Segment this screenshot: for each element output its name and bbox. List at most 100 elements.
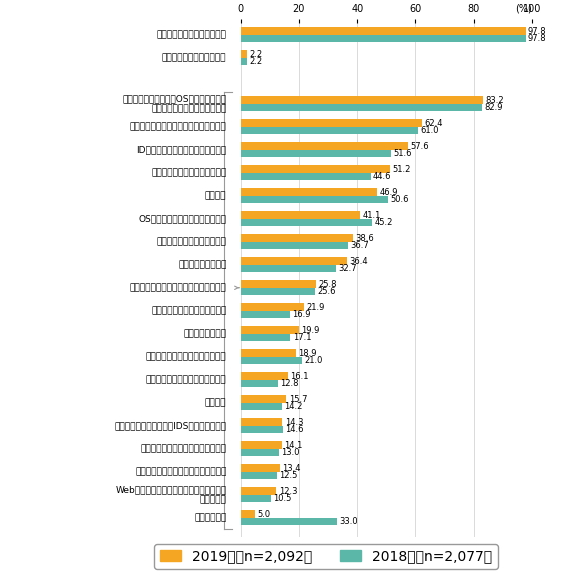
Text: 41.1: 41.1 bbox=[363, 211, 381, 220]
Text: 82.9: 82.9 bbox=[484, 103, 503, 112]
Text: 14.3: 14.3 bbox=[285, 418, 303, 426]
Bar bbox=[241, 120, 422, 127]
Bar bbox=[241, 304, 305, 311]
Text: セキュリティ監査: セキュリティ監査 bbox=[183, 329, 226, 338]
Text: 50.6: 50.6 bbox=[391, 195, 409, 204]
Text: 18.9: 18.9 bbox=[298, 349, 316, 357]
Text: 13.4: 13.4 bbox=[282, 464, 301, 472]
Bar bbox=[241, 234, 353, 242]
Text: 19.9: 19.9 bbox=[301, 326, 319, 335]
Bar bbox=[241, 288, 315, 295]
Text: 33.0: 33.0 bbox=[339, 517, 358, 526]
Bar bbox=[241, 50, 247, 58]
Text: Webアプリケーションファイアウォールの
設置・導入: Webアプリケーションファイアウォールの 設置・導入 bbox=[115, 485, 226, 505]
Text: プロキシ（代理サーバ）等の利用: プロキシ（代理サーバ）等の利用 bbox=[146, 352, 226, 361]
Bar bbox=[241, 173, 371, 180]
Text: 15.7: 15.7 bbox=[289, 395, 307, 404]
Bar bbox=[241, 311, 290, 318]
Bar bbox=[241, 357, 302, 364]
Bar bbox=[241, 403, 282, 410]
Text: 51.6: 51.6 bbox=[393, 149, 412, 158]
Text: 14.2: 14.2 bbox=[284, 402, 303, 411]
Bar bbox=[241, 380, 278, 387]
Bar bbox=[241, 258, 347, 265]
Bar bbox=[241, 96, 483, 104]
Text: サーバにウイルス対策プログラムを導入: サーバにウイルス対策プログラムを導入 bbox=[130, 122, 226, 131]
Text: アクセスログの記録: アクセスログの記録 bbox=[178, 260, 226, 269]
Text: 57.6: 57.6 bbox=[411, 142, 430, 151]
Text: (%): (%) bbox=[515, 3, 532, 13]
Text: 不正侵入検知システム（IDS）の設置・導入: 不正侵入検知システム（IDS）の設置・導入 bbox=[114, 421, 226, 430]
Bar bbox=[241, 488, 276, 495]
Text: 16.9: 16.9 bbox=[292, 310, 311, 319]
Bar bbox=[241, 280, 316, 288]
Bar bbox=[241, 510, 255, 518]
Text: 14.1: 14.1 bbox=[284, 440, 302, 450]
Text: 12.8: 12.8 bbox=[280, 379, 299, 388]
Text: 外部接続の際にウイルスウォールを構築: 外部接続の際にウイルスウォールを構築 bbox=[130, 283, 226, 293]
Text: 36.4: 36.4 bbox=[349, 256, 368, 266]
Text: ファイアウォールの設置・導入: ファイアウォールの設置・導入 bbox=[151, 168, 226, 178]
Text: 61.0: 61.0 bbox=[421, 126, 439, 135]
Bar bbox=[241, 150, 391, 157]
Legend: 2019年（n=2,092）, 2018年（n=2,077）: 2019年（n=2,092）, 2018年（n=2,077） bbox=[155, 544, 498, 569]
Text: 何らかの対策を実施している: 何らかの対策を実施している bbox=[157, 30, 226, 39]
Text: 回線監視: 回線監視 bbox=[205, 398, 226, 407]
Text: 17.1: 17.1 bbox=[293, 333, 311, 342]
Text: 14.6: 14.6 bbox=[285, 425, 304, 434]
Text: 21.9: 21.9 bbox=[307, 303, 325, 312]
Text: 38.6: 38.6 bbox=[355, 234, 374, 242]
Text: 25.6: 25.6 bbox=[318, 287, 336, 296]
Text: 10.5: 10.5 bbox=[273, 494, 292, 503]
Text: その他の対策: その他の対策 bbox=[194, 513, 226, 522]
Bar bbox=[241, 426, 283, 433]
Text: 51.2: 51.2 bbox=[392, 165, 410, 173]
Text: データやネットワークの暗号化: データやネットワークの暗号化 bbox=[151, 306, 226, 315]
Text: 97.8: 97.8 bbox=[528, 34, 547, 43]
Bar bbox=[241, 142, 409, 150]
Bar bbox=[241, 265, 336, 272]
Text: 36.7: 36.7 bbox=[350, 241, 368, 250]
Bar bbox=[241, 219, 372, 226]
Bar bbox=[241, 349, 295, 357]
Text: 社員教育: 社員教育 bbox=[205, 192, 226, 200]
Bar bbox=[241, 495, 271, 502]
Text: 特に対策を実施していない: 特に対策を実施していない bbox=[162, 53, 226, 62]
Bar bbox=[241, 464, 280, 472]
Text: OSへのセキュリティパッチの導入: OSへのセキュリティパッチの導入 bbox=[139, 214, 226, 223]
Text: 46.9: 46.9 bbox=[380, 187, 398, 197]
Text: セキュリティポリシーの策定: セキュリティポリシーの策定 bbox=[157, 237, 226, 246]
Bar bbox=[241, 449, 278, 456]
Bar bbox=[241, 35, 526, 42]
Bar bbox=[241, 211, 361, 219]
Bar bbox=[241, 518, 337, 525]
Text: 認証技術の導入による利用者確認: 認証技術の導入による利用者確認 bbox=[146, 376, 226, 384]
Text: セキュリティ管理のアウトソーシング: セキュリティ管理のアウトソーシング bbox=[135, 467, 226, 476]
Text: 13.0: 13.0 bbox=[281, 448, 299, 457]
Text: 12.5: 12.5 bbox=[280, 471, 298, 480]
Text: 45.2: 45.2 bbox=[375, 218, 393, 227]
Bar bbox=[241, 442, 282, 449]
Text: 62.4: 62.4 bbox=[425, 119, 443, 128]
Bar bbox=[241, 58, 247, 65]
Bar bbox=[241, 165, 390, 173]
Bar bbox=[241, 242, 348, 249]
Bar bbox=[241, 472, 277, 479]
Text: 44.6: 44.6 bbox=[373, 172, 392, 181]
Text: ID、パスワードによるアクセス制御: ID、パスワードによるアクセス制御 bbox=[136, 145, 226, 154]
Bar bbox=[241, 395, 286, 403]
Text: 12.3: 12.3 bbox=[279, 486, 297, 496]
Bar bbox=[241, 334, 290, 341]
Text: 5.0: 5.0 bbox=[258, 510, 271, 519]
Bar bbox=[241, 27, 526, 35]
Bar bbox=[241, 373, 288, 380]
Text: パソコンなどの端末（OS、ソフト等）に
ウイルス対策プログラムを導入: パソコンなどの端末（OS、ソフト等）に ウイルス対策プログラムを導入 bbox=[122, 94, 226, 113]
Text: 25.8: 25.8 bbox=[318, 280, 337, 288]
Text: 2.2: 2.2 bbox=[250, 57, 263, 66]
Bar bbox=[241, 189, 378, 196]
Text: 83.2: 83.2 bbox=[486, 96, 504, 105]
Bar bbox=[241, 196, 388, 203]
Text: ウイルス対策対応マニュアルを策定: ウイルス対策対応マニュアルを策定 bbox=[140, 444, 226, 453]
Text: 32.7: 32.7 bbox=[338, 264, 357, 273]
Bar bbox=[241, 127, 418, 134]
